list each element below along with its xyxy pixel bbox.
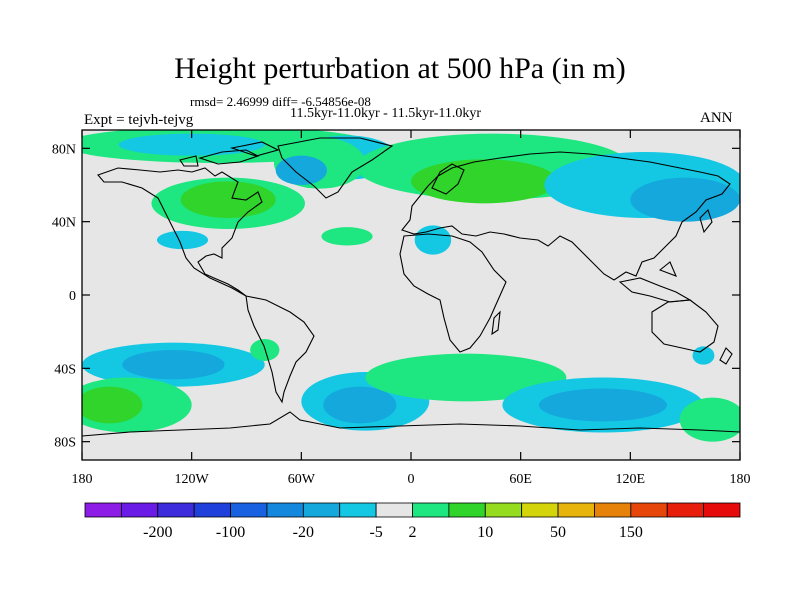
coastlines	[82, 137, 740, 437]
anomaly-region-pos2	[82, 386, 143, 424]
colorbar-swatch	[630, 502, 668, 518]
colorbar-label: -20	[293, 524, 314, 541]
colorbar-label: 2	[409, 524, 417, 541]
x-tick-label: 120W	[175, 472, 210, 487]
colorbar-swatch	[339, 502, 377, 518]
anomaly-shading	[82, 130, 740, 442]
coastline-madagascar	[491, 310, 501, 336]
y-tick-label: 0	[69, 289, 76, 304]
colorbar-label: 50	[550, 524, 566, 541]
colorbar-swatch	[484, 502, 523, 518]
anomaly-region-pos1	[679, 397, 740, 442]
x-tick-label: 120E	[616, 472, 646, 487]
cases-line: 11.5kyr-11.0kyr - 11.5kyr-11.0kyr	[290, 106, 481, 121]
anomaly-region-neg2	[275, 155, 327, 185]
x-tick-label: 0	[408, 472, 415, 487]
colorbar-swatch	[412, 502, 450, 518]
colorbar-label: -200	[143, 524, 172, 541]
anomaly-region-neg2	[122, 350, 225, 380]
anomaly-region-pos1	[321, 227, 373, 246]
x-tick-label: 180	[72, 472, 93, 487]
anomaly-region-neg2	[323, 386, 397, 424]
colorbar-swatch	[84, 502, 122, 518]
y-tick-label: 40S	[54, 362, 76, 377]
anomaly-region-neg2	[630, 177, 740, 222]
colorbar-swatch	[666, 502, 705, 518]
colorbar-swatch	[120, 502, 159, 518]
coastline-antarctica	[82, 411, 740, 437]
y-tick-label: 80N	[52, 142, 76, 157]
colorbar-swatch	[557, 502, 595, 518]
x-tick-label: 60W	[288, 472, 316, 487]
coastline-australia	[651, 299, 719, 353]
coastline-africa	[399, 233, 507, 353]
experiment-label: Expt = tejvh-tejvg	[84, 112, 194, 128]
season-label: ANN	[700, 110, 733, 126]
anomaly-region-neg1	[118, 133, 265, 156]
colorbar-label: -100	[216, 524, 245, 541]
anomaly-region-neg1	[692, 346, 715, 365]
anomaly-region-neg2	[538, 388, 667, 422]
colorbar-label: 150	[619, 524, 643, 541]
anomaly-region-neg1	[156, 230, 209, 250]
colorbar-swatch	[703, 502, 741, 518]
y-tick-label: 40N	[52, 216, 76, 231]
colorbar-swatch	[230, 502, 268, 518]
colorbar-swatch	[302, 502, 341, 518]
stats-line: rmsd= 2.46999 diff= -6.54856e-08	[190, 94, 371, 109]
x-tick-label: 180	[730, 472, 751, 487]
coastline-south-america	[245, 295, 315, 404]
y-tick-label: 80S	[54, 436, 76, 451]
coastline-greenland	[277, 137, 394, 199]
y-axis: 80N 40N 0 40S 80S	[52, 142, 740, 451]
colorbar-label: 10	[477, 524, 493, 541]
chart-title: Height perturbation at 500 hPa (in m)	[174, 52, 626, 85]
colorbar-swatch	[375, 502, 413, 518]
colorbar-swatch	[594, 502, 632, 518]
colorbar-swatch	[157, 502, 195, 518]
coastline-arctic-islands	[179, 141, 280, 167]
colorbar: -200 -100 -20 -5 2 10 50 150	[84, 502, 741, 541]
coastline-scandinavia	[431, 163, 465, 195]
x-axis: 180 120W 60W 0 60E 120E 180	[72, 130, 751, 487]
coastline-north-america	[97, 167, 263, 297]
colorbar-swatch	[193, 502, 231, 518]
coastline-new-zealand	[719, 347, 733, 365]
anomaly-region-pos1	[365, 353, 567, 402]
coastline-japan	[699, 208, 713, 234]
coastline-europe-asia	[401, 151, 731, 281]
colorbar-swatch	[521, 502, 559, 518]
x-tick-label: 60E	[509, 472, 532, 487]
colorbar-label: -5	[369, 524, 382, 541]
colorbar-swatch	[266, 502, 304, 518]
colorbar-swatch	[448, 502, 486, 518]
